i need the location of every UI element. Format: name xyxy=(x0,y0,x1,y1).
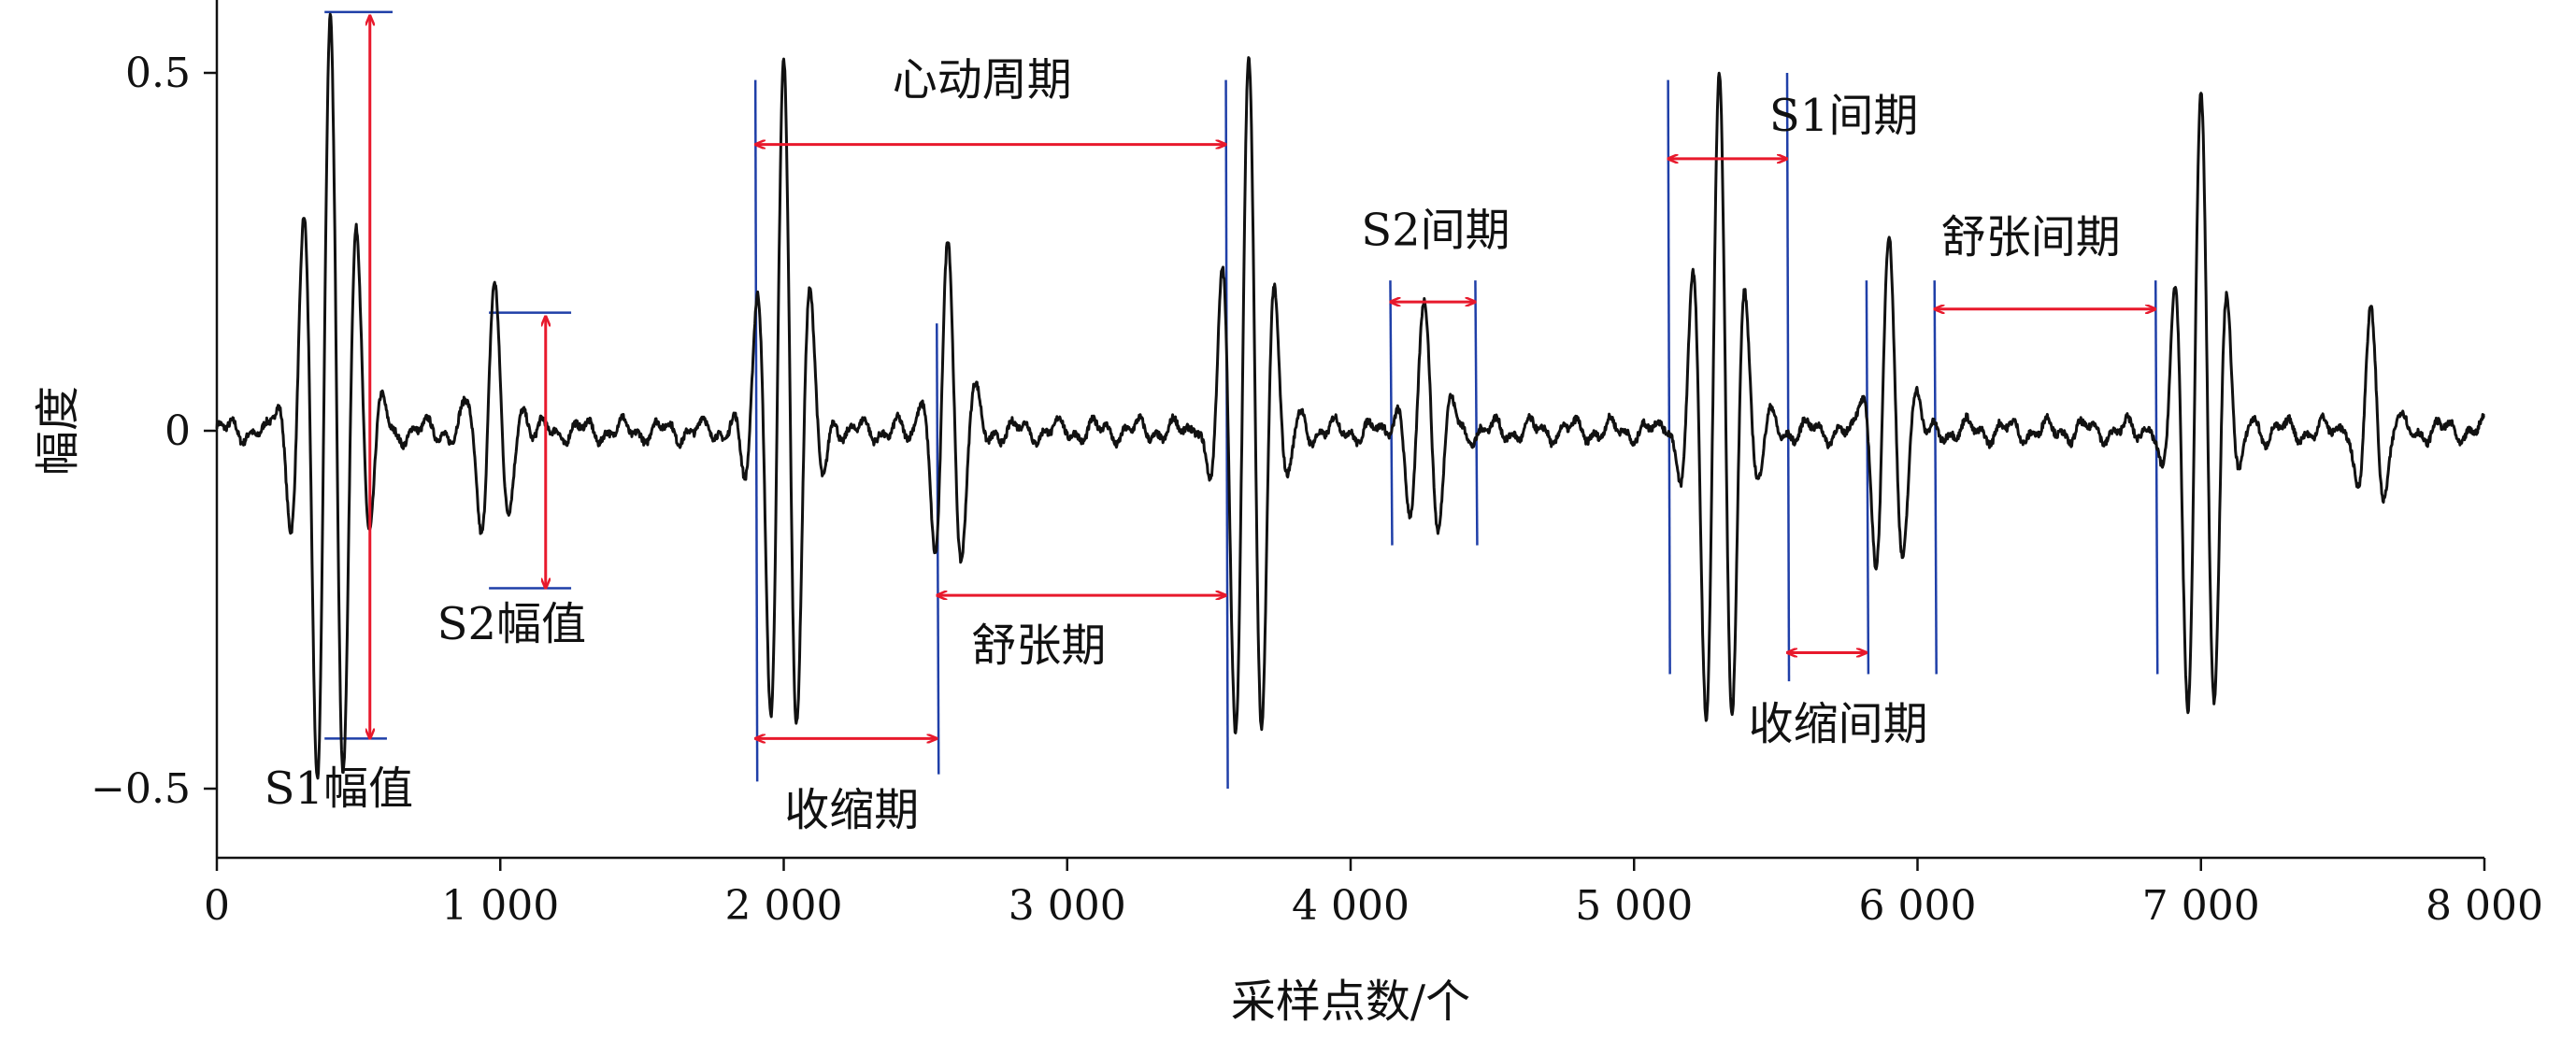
annotation-label-4: S2间期 xyxy=(1361,205,1510,257)
boundary-lines-layer xyxy=(324,10,2159,790)
boundary-line-6 xyxy=(1667,79,1671,675)
boundary-line-10 xyxy=(2154,280,2159,675)
y-tick-label-1: 0.5 xyxy=(125,50,191,97)
signal-layer xyxy=(215,12,2485,780)
boundary-line-4 xyxy=(1389,280,1394,546)
axes-layer: 0 1 000 2 000 3 000 4 000 5 000 6 000 7 000 8 00… xyxy=(91,0,2543,930)
annotation-label-5: S1间期 xyxy=(1769,90,1918,142)
x-tick-label-1: 0 xyxy=(204,882,230,930)
x-tick-label-8: 7 000 xyxy=(2142,882,2260,930)
boundary-line-9 xyxy=(1933,280,1938,675)
annotation-label-6: 收缩间期 xyxy=(1749,698,1928,750)
x-axis-title: 采样点数/个 xyxy=(1231,976,1470,1028)
annotation-label-7: 舒张间期 xyxy=(1941,211,2121,264)
x-tick-label-9: 8 000 xyxy=(2426,882,2543,930)
x-tick-label-7: 6 000 xyxy=(1859,882,1977,930)
x-tick-label-6: 5 000 xyxy=(1575,882,1693,930)
y-tick-label-3: −0.5 xyxy=(91,765,191,813)
signal-trace xyxy=(215,12,2485,780)
annotation-label-2: 收缩期 xyxy=(784,784,919,836)
annotation-label-3: 舒张期 xyxy=(971,620,1106,672)
y-axis-title: 幅度 xyxy=(32,386,84,476)
y-tick-label-2: 0 xyxy=(165,407,191,455)
annotation-label-8: S1幅值 xyxy=(265,762,413,815)
x-tick-label-4: 3 000 xyxy=(1009,882,1126,930)
boundary-line-7 xyxy=(1785,72,1791,682)
x-tick-label-5: 4 000 xyxy=(1292,882,1410,930)
x-tick-label-2: 1 000 xyxy=(441,882,559,930)
boundary-line-1 xyxy=(753,79,759,782)
boundary-line-8 xyxy=(1865,280,1870,675)
annotation-label-1: 心动周期 xyxy=(893,54,1072,107)
x-tick-label-3: 2 000 xyxy=(725,882,843,930)
annotation-label-9: S2幅值 xyxy=(437,598,586,650)
boundary-line-5 xyxy=(1474,280,1479,546)
